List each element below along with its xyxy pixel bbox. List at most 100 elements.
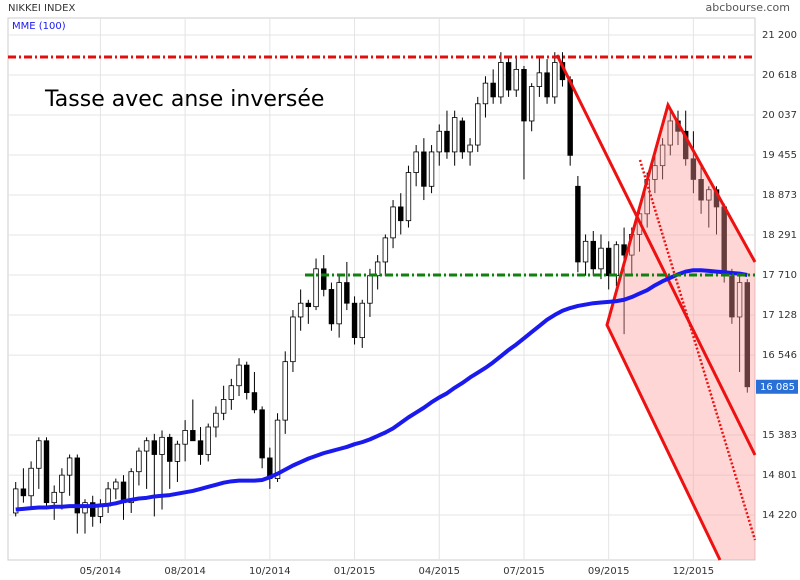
last-price-box bbox=[756, 379, 798, 394]
annotation: Tasse avec anse inversée bbox=[44, 87, 324, 112]
candle-body bbox=[513, 68, 519, 91]
candle-body bbox=[290, 316, 296, 363]
chart-title: NIKKEI INDEX bbox=[8, 3, 75, 14]
candle-body bbox=[274, 419, 281, 479]
candle-body bbox=[567, 79, 573, 156]
candle-body bbox=[667, 120, 673, 146]
channel-fill bbox=[607, 105, 755, 560]
candle-body bbox=[36, 440, 42, 469]
marks bbox=[12, 52, 751, 534]
x-tick-label: 08/2014 bbox=[164, 566, 206, 577]
candle-body bbox=[12, 488, 19, 514]
candle-body bbox=[159, 436, 165, 455]
x-tick-label: 01/2015 bbox=[334, 566, 376, 577]
candle-body bbox=[197, 440, 204, 455]
candle-body bbox=[336, 282, 342, 325]
candle-body bbox=[328, 289, 335, 325]
candle-body bbox=[167, 436, 173, 462]
candle-body bbox=[321, 268, 327, 290]
candle-body bbox=[698, 179, 704, 201]
y-tick-label: 17 128 bbox=[762, 310, 797, 321]
y-tick-label: 20 618 bbox=[762, 70, 797, 81]
plot-frame bbox=[7, 17, 756, 561]
x-tick-label: 07/2015 bbox=[503, 566, 545, 577]
candle-body bbox=[475, 103, 481, 146]
overlays bbox=[8, 55, 755, 512]
candle-body bbox=[90, 502, 96, 517]
candle-body bbox=[582, 240, 589, 263]
candle-body bbox=[351, 302, 358, 338]
candle-body bbox=[220, 399, 227, 414]
candle-body bbox=[259, 409, 265, 459]
candle-body bbox=[398, 206, 404, 222]
candle-body bbox=[598, 247, 604, 270]
candle-body bbox=[382, 237, 389, 263]
y-tick-label: 18 291 bbox=[762, 230, 797, 241]
line-series bbox=[15, 268, 748, 512]
x-tick-label: 09/2015 bbox=[588, 566, 630, 577]
candle-body bbox=[151, 440, 158, 455]
source: abcbourse.com bbox=[706, 1, 790, 14]
candle-body bbox=[413, 151, 419, 173]
y-tick-label: 16 546 bbox=[762, 350, 797, 361]
candle-body bbox=[66, 457, 73, 476]
candle-body bbox=[282, 361, 288, 421]
candle-body bbox=[205, 426, 211, 455]
y-tick-label: 14 220 bbox=[762, 510, 797, 521]
candle-body bbox=[297, 302, 304, 318]
candle-body bbox=[682, 130, 689, 160]
candle-body bbox=[143, 440, 150, 452]
candle-body bbox=[498, 62, 504, 98]
candle-body bbox=[744, 282, 751, 388]
candle-body bbox=[575, 185, 581, 263]
x-tick-label: 04/2015 bbox=[418, 566, 460, 577]
candle-body bbox=[374, 261, 381, 277]
candle-body bbox=[544, 72, 550, 98]
candle-body bbox=[174, 443, 181, 462]
candle-body bbox=[528, 86, 535, 122]
candle-body bbox=[490, 82, 496, 98]
candle-body bbox=[428, 151, 435, 187]
candle-body bbox=[228, 385, 235, 400]
candle-body bbox=[43, 440, 50, 504]
x-tick-label: 05/2014 bbox=[80, 566, 122, 577]
candle-body bbox=[20, 488, 27, 497]
candle-body bbox=[706, 189, 712, 201]
candle-body bbox=[236, 364, 242, 387]
legend-entry: MME (100) bbox=[12, 21, 66, 32]
y-tick-label: 19 455 bbox=[762, 150, 797, 161]
candle-body bbox=[536, 72, 543, 87]
y-tick-label: 20 037 bbox=[762, 110, 797, 121]
candle-body bbox=[605, 247, 612, 277]
candle-body bbox=[482, 82, 489, 105]
candle-body bbox=[436, 130, 442, 153]
candle-body bbox=[182, 430, 188, 445]
candle-body bbox=[97, 505, 104, 517]
y-tick-label: 21 200 bbox=[762, 30, 797, 41]
candle-body bbox=[305, 302, 312, 308]
x-tick-label: 12/2015 bbox=[673, 566, 715, 577]
candle-body bbox=[736, 282, 743, 318]
candle-body bbox=[359, 302, 365, 338]
candle-body bbox=[28, 467, 34, 497]
candle-body bbox=[552, 62, 558, 98]
candle-body bbox=[405, 172, 412, 222]
y-tick-label: 17 710 bbox=[762, 270, 797, 281]
candle-body bbox=[74, 457, 81, 514]
candle-body bbox=[729, 275, 735, 318]
candle-body bbox=[652, 165, 658, 180]
candle-body bbox=[521, 68, 527, 122]
last-price-label: 16 085 bbox=[760, 382, 795, 393]
y-tick-label: 15 383 bbox=[762, 430, 797, 441]
candle-body bbox=[467, 144, 473, 153]
candle-body bbox=[421, 151, 427, 187]
candle-body bbox=[136, 450, 142, 473]
candle-body bbox=[251, 392, 258, 411]
y-tick-label: 18 873 bbox=[762, 190, 797, 201]
candle-body bbox=[613, 244, 620, 277]
candle-body bbox=[459, 120, 466, 153]
y-tick-label: 14 801 bbox=[762, 470, 797, 481]
candle-body bbox=[590, 240, 596, 270]
candle-body bbox=[690, 158, 697, 180]
